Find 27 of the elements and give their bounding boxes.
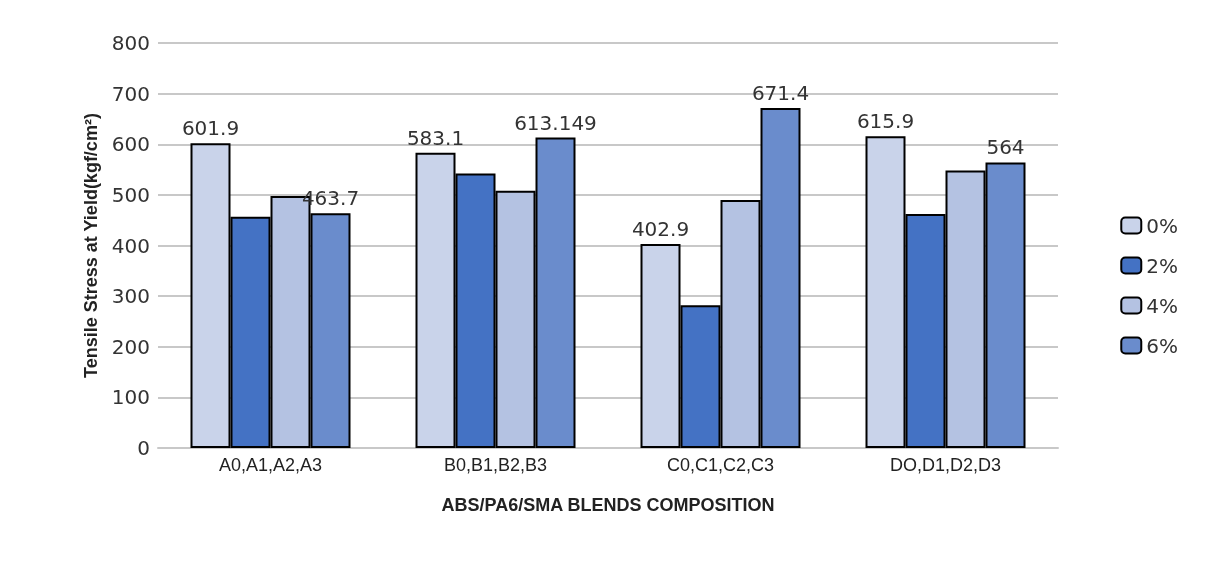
y-axis-title: Tensile Stress at Yield(kgf/cm²)	[81, 113, 101, 378]
data-label: 615.9	[856, 109, 915, 134]
y-tick-label: 800	[111, 31, 150, 55]
data-label: 671.4	[751, 81, 810, 106]
y-tick-label: 700	[111, 81, 150, 106]
x-tick-label: B0,B1,B2,B3	[443, 455, 548, 475]
legend-label: 6%	[1146, 333, 1179, 358]
x-tick-label: DO,D1,D2,D3	[889, 455, 1002, 475]
x-tick-label: A0,A1,A2,A3	[218, 455, 323, 475]
y-tick-label: 600	[111, 132, 150, 157]
x-axis-title: ABS/PA6/SMA BLENDS COMPOSITION	[441, 495, 775, 515]
data-label: 564	[986, 135, 1025, 160]
y-tick-label: 500	[111, 182, 150, 207]
y-tick-label: 0	[137, 436, 150, 460]
legend-label: 2%	[1146, 253, 1179, 278]
data-label: 583.1	[406, 125, 465, 150]
data-label: 613.149	[514, 110, 597, 135]
y-tick-label: 400	[111, 233, 150, 258]
data-label: 402.9	[631, 217, 690, 242]
data-label: 601.9	[181, 116, 240, 141]
x-tick-label: C0,C1,C2,C3	[666, 455, 775, 475]
y-tick-label: 200	[111, 334, 150, 359]
data-label: 463.7	[301, 186, 360, 211]
legend-label: 0%	[1146, 213, 1179, 238]
y-tick-label: 300	[111, 284, 150, 309]
y-tick-label: 100	[111, 385, 150, 410]
legend-label: 4%	[1146, 293, 1179, 318]
